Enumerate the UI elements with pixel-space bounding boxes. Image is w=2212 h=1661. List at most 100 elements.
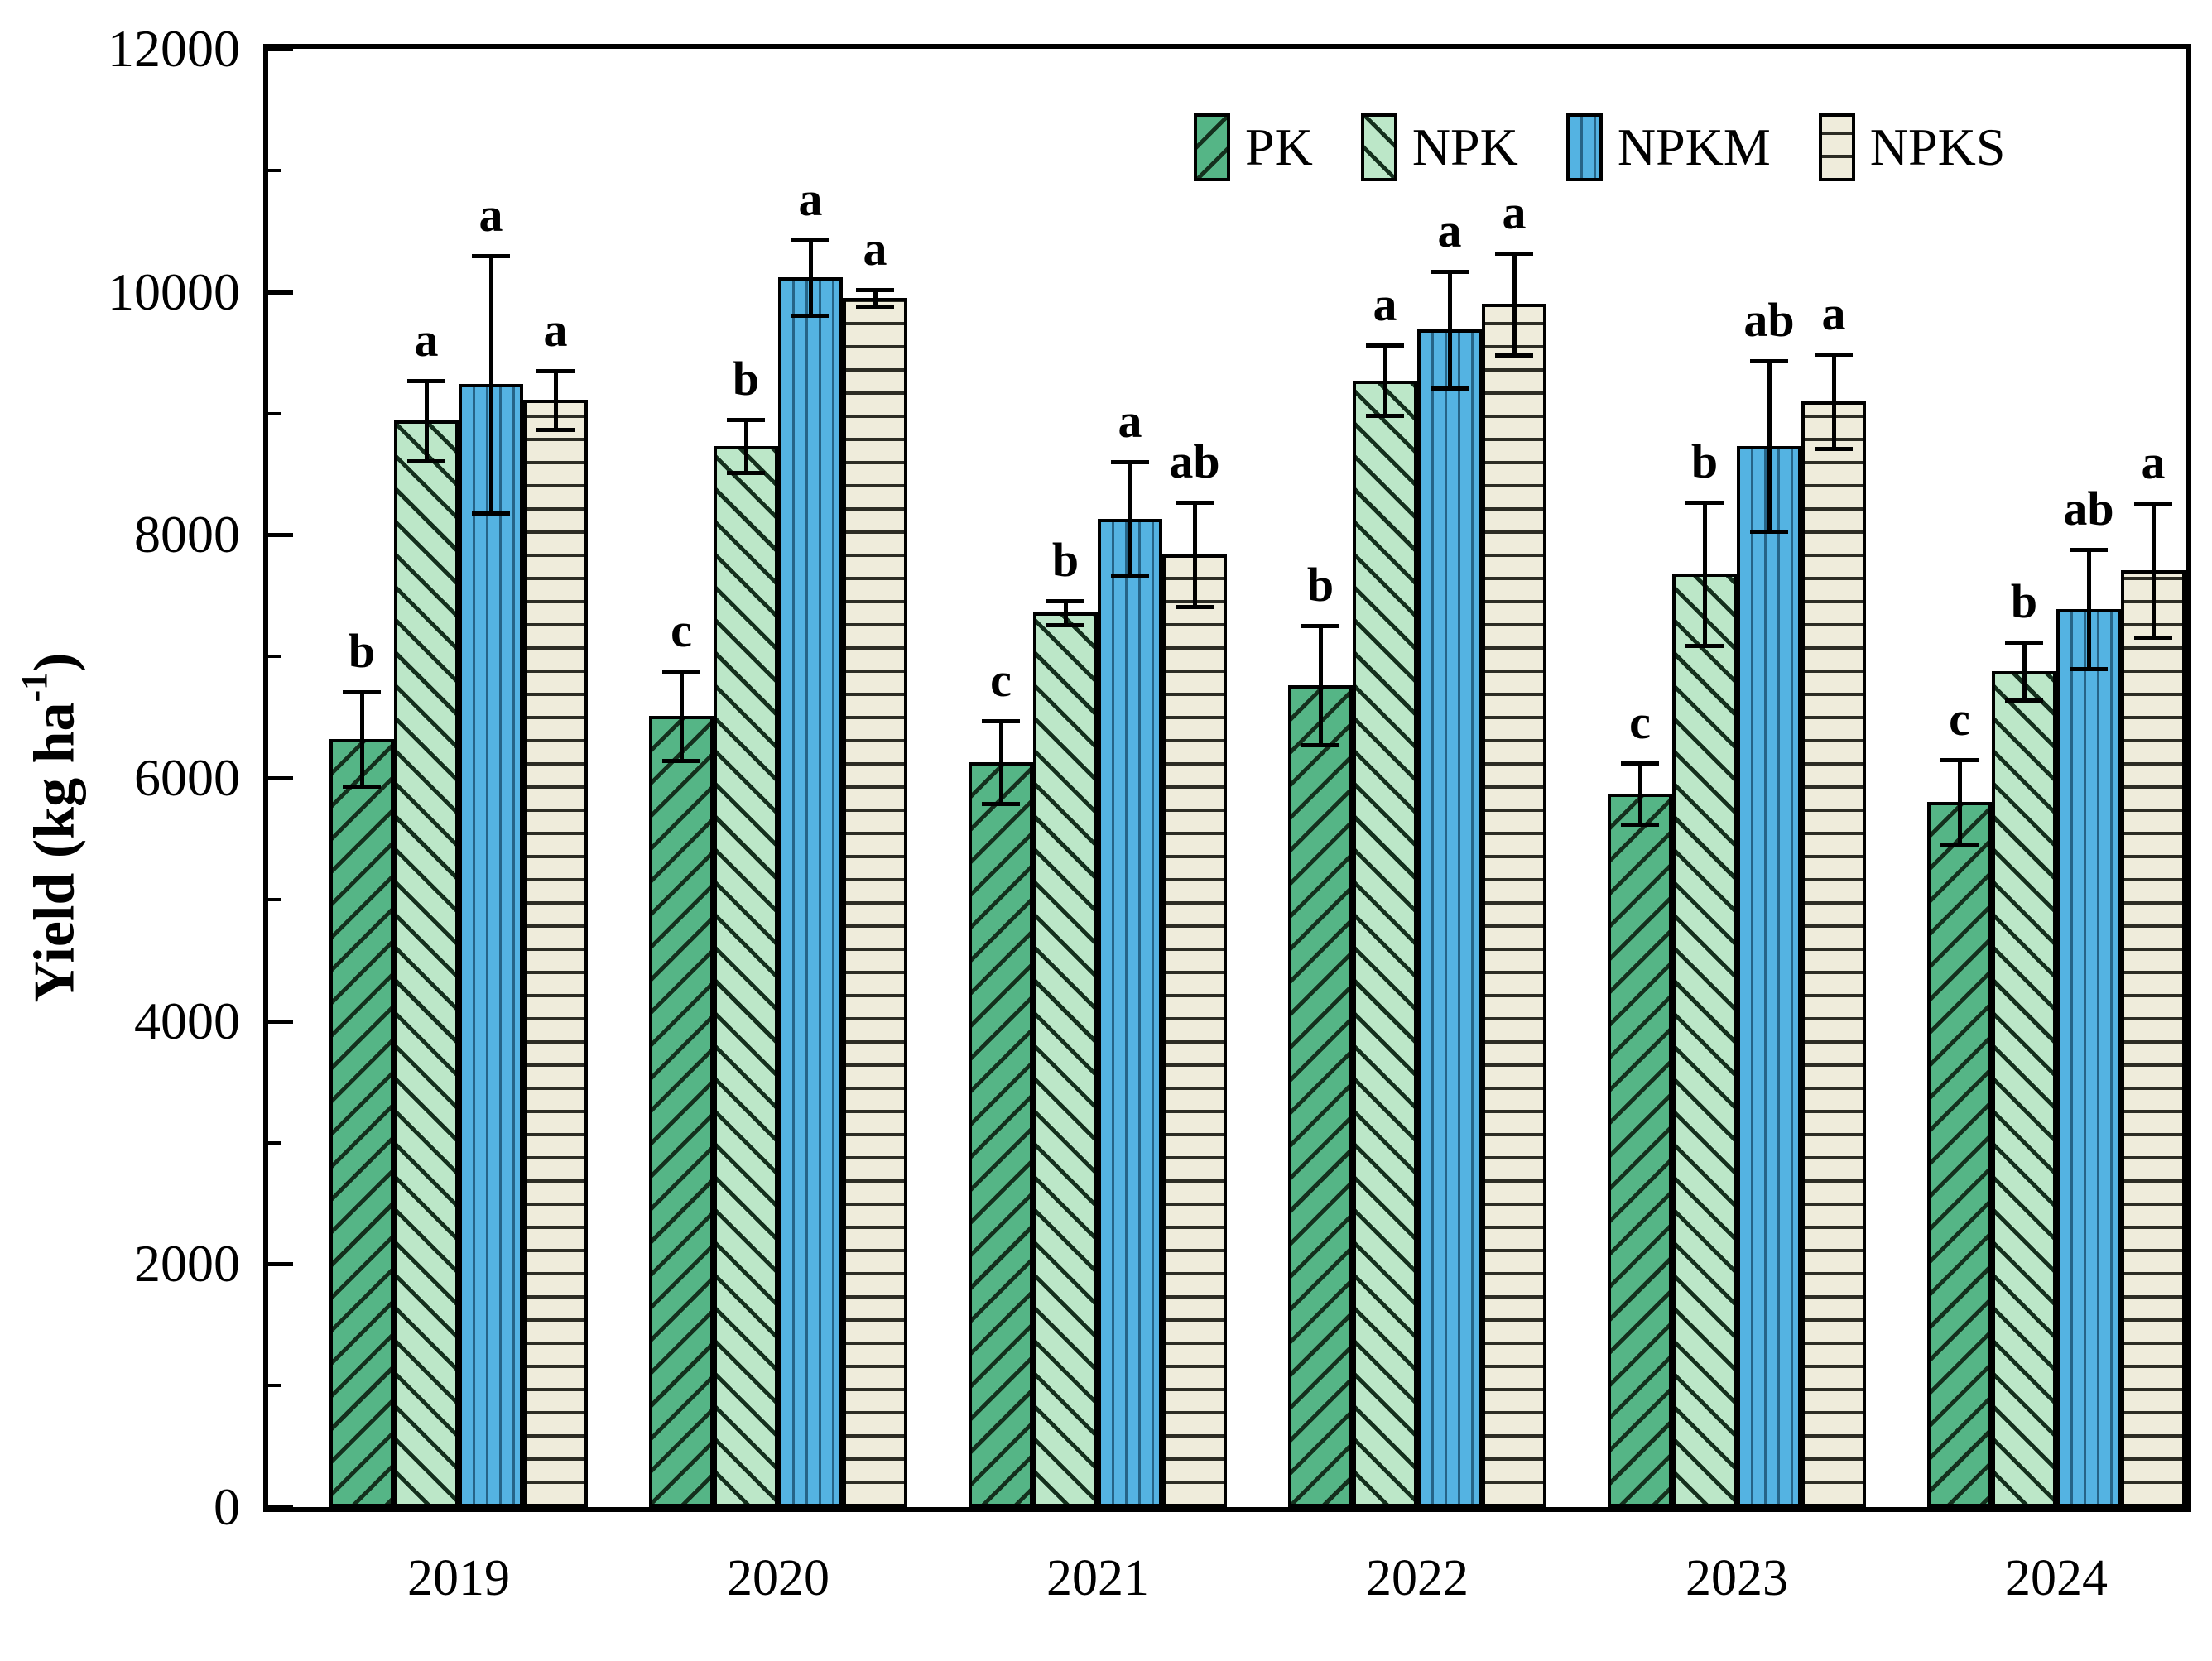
y-tick-label: 8000 [134,505,240,564]
y-major-tick [268,1019,293,1024]
errorbar-cap-high-NPKM-2021 [1111,460,1149,465]
errorbar-NPKM-2022 [1447,271,1452,388]
errorbar-cap-low-NPKS-2024 [2134,635,2172,640]
bar-NPKS-2022 [1482,304,1546,1507]
errorbar-NPKS-2024 [2151,503,2156,637]
errorbar-cap-high-NPKM-2020 [791,238,830,242]
errorbar-NPKM-2019 [488,255,493,513]
errorbar-cap-high-PK-2021 [982,718,1020,723]
legend-swatch-PK [1194,113,1230,181]
y-major-tick [268,47,293,51]
errorbar-cap-high-PK-2020 [662,669,700,674]
errorbar-cap-low-NPK-2024 [2005,698,2043,703]
legend: PK NPK NPKM NPKS [1194,113,2005,181]
errorbar-cap-high-NPKS-2020 [856,287,894,292]
legend-item-PK: PK [1194,113,1313,181]
errorbar-NPKS-2022 [1512,252,1517,355]
y-major-tick [268,776,293,780]
sig-letter-NPKS-2021: ab [1169,434,1220,488]
sig-letter-NPKM-2019: a [478,187,503,242]
errorbar-cap-low-NPKM-2024 [2070,666,2108,671]
errorbar-PK-2020 [679,670,684,761]
y-minor-tick [268,1384,281,1388]
y-minor-tick [268,411,281,415]
legend-label-PK: PK [1245,118,1313,176]
errorbar-cap-high-NPKM-2022 [1431,269,1469,274]
bar-NPK-2023 [1672,574,1737,1507]
sig-letter-NPK-2023: b [1690,434,1719,488]
errorbar-NPK-2024 [2022,641,2027,700]
errorbar-cap-high-NPK-2023 [1685,500,1724,505]
x-tick-label-2021: 2021 [1046,1550,1149,1606]
y-major-tick [268,1505,293,1510]
x-tick-label-2019: 2019 [407,1550,510,1606]
sig-letter-NPK-2020: b [732,351,760,406]
legend-swatch-NPK [1360,113,1397,181]
errorbar-cap-low-NPKM-2020 [791,313,830,318]
bar-NPKS-2024 [2121,569,2186,1507]
y-axis-title-superscript: -1 [14,671,55,703]
errorbar-NPKS-2023 [1831,353,1836,449]
sig-letter-NPKM-2020: a [798,171,823,226]
errorbar-cap-low-NPKS-2020 [856,305,894,310]
sig-letter-NPKS-2020: a [863,221,887,276]
x-tick-label-2022: 2022 [1366,1550,1469,1606]
bar-PK-2021 [969,761,1033,1507]
bar-NPKM-2024 [2056,608,2121,1507]
y-major-tick [268,290,293,295]
errorbar-cap-high-NPKM-2019 [472,253,510,258]
errorbar-cap-low-NPKM-2022 [1431,386,1469,391]
errorbar-cap-low-PK-2020 [662,759,700,764]
y-tick-label: 2000 [134,1234,240,1294]
y-tick-label: 12000 [108,19,240,78]
bar-NPKS-2020 [843,298,907,1507]
legend-label-NPKS: NPKS [1869,118,2006,176]
sig-letter-PK-2022: b [1306,558,1334,612]
errorbar-PK-2021 [998,720,1003,804]
errorbar-cap-high-NPKM-2023 [1750,359,1788,364]
bar-NPKS-2023 [1801,401,1866,1507]
sig-letter-NPKM-2023: ab [1743,293,1795,348]
x-tick-label-2020: 2020 [727,1550,830,1606]
legend-item-NPKM: NPKM [1565,113,1771,181]
sig-letter-NPK-2021: b [1051,532,1080,587]
errorbar-cap-low-NPKS-2019 [536,427,575,432]
errorbar-cap-high-NPKS-2019 [536,369,575,374]
bar-NPK-2019 [394,420,459,1507]
errorbar-cap-low-NPKM-2023 [1750,529,1788,534]
errorbar-cap-high-NPK-2022 [1366,343,1404,348]
errorbar-cap-high-PK-2023 [1621,761,1659,766]
errorbar-NPK-2023 [1702,502,1707,646]
bar-PK-2024 [1927,802,1992,1507]
sig-letter-NPKM-2022: a [1437,203,1462,257]
y-tick-label: 6000 [134,748,240,807]
legend-swatch-NPKS [1818,113,1855,181]
errorbar-cap-low-PK-2022 [1301,743,1339,748]
bar-NPK-2022 [1353,380,1417,1507]
sig-letter-PK-2019: b [348,623,376,678]
errorbar-cap-low-NPKS-2021 [1176,604,1214,609]
errorbar-cap-low-PK-2023 [1621,822,1659,827]
errorbar-cap-high-NPK-2024 [2005,640,2043,645]
errorbar-cap-low-NPK-2022 [1366,414,1404,419]
bar-NPKM-2022 [1417,329,1482,1507]
sig-letter-PK-2020: c [671,602,692,657]
y-minor-tick [268,655,281,659]
bar-NPKM-2019 [459,384,523,1507]
sig-letter-NPKS-2019: a [543,303,568,358]
errorbar-NPK-2020 [743,419,748,473]
bar-NPK-2021 [1033,612,1098,1507]
legend-item-NPK: NPK [1360,113,1518,181]
errorbar-NPKM-2023 [1767,361,1772,531]
y-axis-title-text: Yield (kg ha [22,702,87,1003]
bar-PK-2022 [1288,685,1353,1507]
bar-NPKM-2020 [778,277,843,1507]
bar-PK-2019 [329,739,394,1507]
errorbar-cap-high-NPK-2021 [1046,598,1084,603]
errorbar-PK-2022 [1318,626,1323,746]
errorbar-cap-low-PK-2019 [343,785,381,790]
y-minor-tick [268,1140,281,1145]
sig-letter-PK-2023: c [1629,695,1651,750]
errorbar-cap-high-PK-2024 [1940,757,1979,762]
